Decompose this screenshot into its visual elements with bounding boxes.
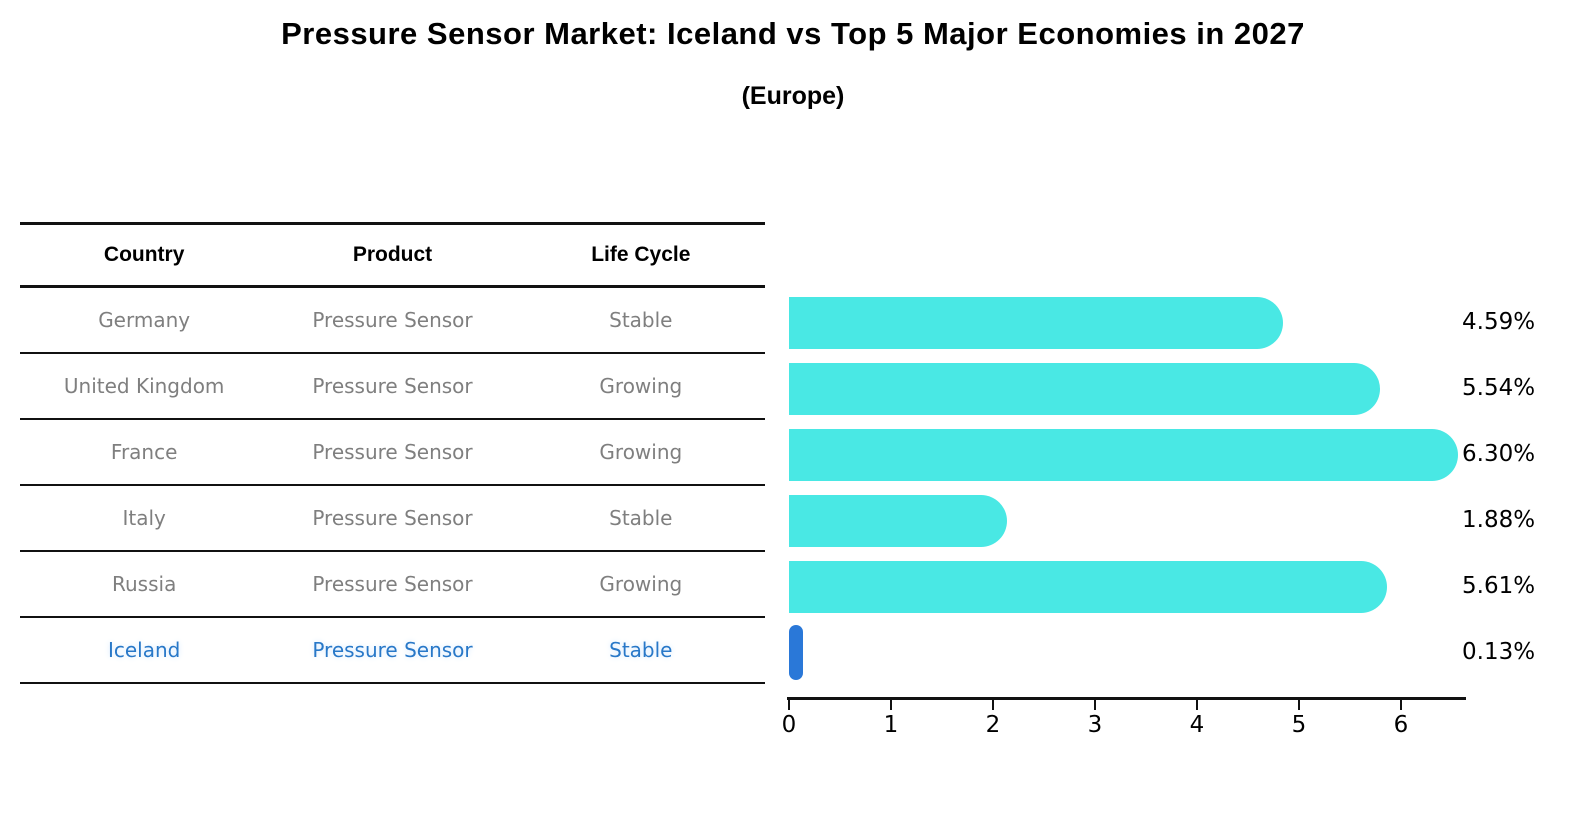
x-axis-tick-label-1: 1 <box>883 712 899 738</box>
country-cell: France <box>110 440 178 464</box>
data-table: Country Product Life Cycle Germany Pressu… <box>20 222 765 684</box>
x-axis-tick-5 <box>1298 700 1300 710</box>
x-axis-tick-label-0: 0 <box>781 712 797 738</box>
x-axis-tick-label-3: 3 <box>1087 712 1103 738</box>
bar-france <box>789 429 1458 481</box>
country-cell: United Kingdom <box>63 374 225 398</box>
table-header-row: Country Product Life Cycle <box>20 225 765 288</box>
x-axis-tick-label-6: 6 <box>1393 712 1409 738</box>
bar-italy <box>789 495 1007 547</box>
x-axis-tick-label-4: 4 <box>1189 712 1205 738</box>
value-label-iceland: 0.13% <box>1462 639 1536 665</box>
x-axis-tick-label-2: 2 <box>985 712 1001 738</box>
x-axis-tick-3 <box>1094 700 1096 710</box>
product-cell: Pressure Sensor <box>312 572 473 596</box>
value-label-united-kingdom: 5.54% <box>1462 375 1536 401</box>
x-axis-tick-2 <box>992 700 994 710</box>
column-header-product: Product <box>352 243 433 266</box>
bar-germany <box>789 297 1283 349</box>
product-cell: Pressure Sensor <box>312 506 473 530</box>
value-label-russia: 5.61% <box>1462 573 1536 599</box>
table-row-germany: Germany Pressure Sensor Stable <box>20 288 765 354</box>
bar-iceland <box>789 625 803 680</box>
column-header-country: Country <box>103 243 185 266</box>
x-axis-tick-6 <box>1400 700 1402 710</box>
table-row-iceland: Iceland Pressure Sensor Stable <box>20 618 765 684</box>
lifecycle-cell: Growing <box>599 374 683 398</box>
country-cell: Russia <box>112 572 177 596</box>
table-row-united-kingdom: United Kingdom Pressure Sensor Growing <box>20 354 765 420</box>
table-row-russia: Russia Pressure Sensor Growing <box>20 552 765 618</box>
lifecycle-cell: Stable <box>609 308 673 332</box>
product-cell: Pressure Sensor <box>312 638 473 662</box>
lifecycle-cell: Growing <box>599 440 683 464</box>
x-axis-tick-label-5: 5 <box>1291 712 1307 738</box>
value-label-italy: 1.88% <box>1462 507 1536 533</box>
x-axis-tick-1 <box>890 700 892 710</box>
x-axis-tick-0 <box>788 700 790 710</box>
country-cell: Iceland <box>107 638 181 662</box>
table-row-italy: Italy Pressure Sensor Stable <box>20 486 765 552</box>
chart-title: Pressure Sensor Market: Iceland vs Top 5… <box>281 16 1305 51</box>
x-axis-line <box>787 697 1466 700</box>
product-cell: Pressure Sensor <box>312 440 473 464</box>
product-cell: Pressure Sensor <box>312 374 473 398</box>
country-cell: Germany <box>98 308 191 332</box>
value-label-france: 6.30% <box>1462 441 1536 467</box>
chart-subtitle: (Europe) <box>741 82 845 110</box>
table-body: Germany Pressure Sensor Stable United Kingd… <box>20 288 765 684</box>
bar-russia <box>789 561 1387 613</box>
product-cell: Pressure Sensor <box>312 308 473 332</box>
lifecycle-cell: Stable <box>609 506 673 530</box>
table-row-france: France Pressure Sensor Growing <box>20 420 765 486</box>
lifecycle-cell: Stable <box>609 638 673 662</box>
bar-united-kingdom <box>789 363 1380 415</box>
x-axis-tick-4 <box>1196 700 1198 710</box>
country-cell: Italy <box>122 506 166 530</box>
column-header-lifecycle: Life Cycle <box>591 243 691 266</box>
value-label-germany: 4.59% <box>1462 309 1536 335</box>
lifecycle-cell: Growing <box>599 572 683 596</box>
